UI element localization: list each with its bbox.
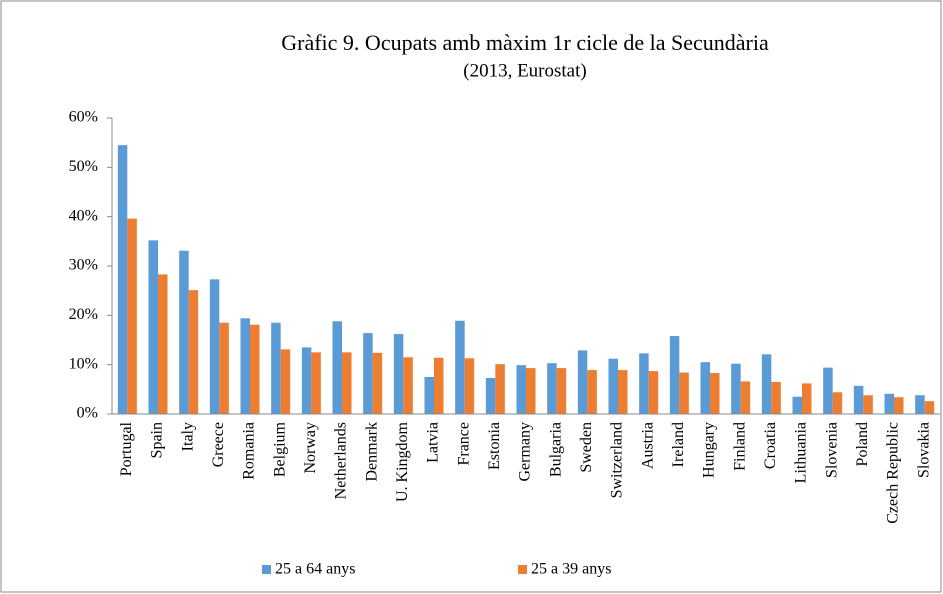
bar (639, 353, 649, 414)
bar (802, 383, 812, 414)
bar (547, 363, 557, 414)
bar (271, 322, 281, 414)
bar (587, 370, 597, 414)
x-tick-label: Belgium (271, 421, 288, 477)
y-tick-label: 40% (69, 207, 98, 224)
bar (740, 381, 751, 414)
x-tick-label: Bulgaria (547, 422, 564, 477)
bar (679, 372, 689, 414)
x-tick-label: Italy (179, 422, 196, 451)
bar (455, 320, 465, 414)
x-tick-label: Lithuania (793, 422, 810, 483)
bar (148, 240, 158, 414)
bar (332, 321, 342, 414)
x-tick-label: Slovakia (915, 422, 932, 478)
x-tick-label: Ireland (670, 422, 687, 467)
bar (832, 392, 843, 414)
bar (179, 250, 189, 414)
bar (792, 396, 802, 414)
x-tick-label: Denmark (363, 422, 380, 482)
y-tick-label: 30% (69, 257, 98, 274)
legend-swatch (262, 565, 271, 574)
bar (301, 347, 312, 414)
bar (240, 318, 250, 414)
bar (556, 368, 567, 414)
bar (924, 401, 935, 414)
bar (209, 279, 220, 414)
x-tick-label: Norway (302, 422, 319, 474)
bar (280, 349, 291, 414)
bar (915, 395, 925, 414)
bar (863, 395, 873, 414)
bar (884, 393, 894, 414)
bar (219, 322, 229, 414)
x-tick-label: Estonia (486, 422, 503, 470)
y-tick-label: 0% (77, 405, 98, 422)
bar (669, 336, 680, 414)
bar (342, 352, 352, 414)
x-tick-label: Netherlands (333, 422, 350, 499)
x-tick-label: Hungary (701, 422, 718, 478)
x-tick-label: Germany (517, 422, 534, 482)
y-tick-label: 20% (69, 306, 98, 323)
x-tick-label: Poland (854, 422, 871, 466)
bar (710, 373, 720, 414)
legend-swatch (518, 565, 527, 574)
y-tick-label: 60% (69, 109, 98, 126)
bar (516, 365, 526, 414)
bar (823, 367, 833, 414)
bar (464, 358, 475, 414)
bar (363, 333, 373, 414)
bar (731, 363, 741, 414)
y-tick-label: 10% (69, 355, 98, 372)
bar (158, 274, 168, 414)
x-tick-label: France (455, 422, 472, 466)
bar (311, 352, 321, 414)
legend-label: 25 a 64 anys (275, 561, 355, 578)
x-tick-label: Greece (210, 422, 227, 467)
x-tick-label: Sweden (578, 422, 595, 473)
x-tick-label: Switzerland (609, 422, 626, 498)
x-tick-label: Austria (639, 422, 656, 469)
x-tick-label: Spain (149, 422, 166, 458)
bar (700, 362, 710, 414)
bar (372, 352, 383, 414)
bar (434, 357, 444, 414)
bar (485, 377, 496, 414)
x-tick-label: Croatia (762, 422, 779, 469)
legend-label: 25 a 39 anys (531, 561, 611, 578)
x-tick-label: Slovenia (823, 422, 840, 478)
bar (403, 357, 413, 414)
bar (188, 290, 199, 414)
x-tick-label: Czech Republic (885, 422, 902, 524)
y-tick-label: 50% (69, 158, 98, 175)
x-tick-label: Finland (731, 422, 748, 471)
bar (250, 324, 260, 414)
bar (577, 350, 588, 414)
chart-title: Gràfic 9. Ocupats amb màxim 1r cicle de … (281, 30, 769, 55)
bar (771, 381, 781, 414)
bar (117, 145, 128, 414)
bar (127, 218, 137, 414)
bar (393, 334, 404, 414)
bar (894, 397, 904, 414)
bar (526, 368, 536, 414)
chart-subtitle: (2013, Eurostat) (463, 60, 586, 81)
bar (648, 371, 659, 414)
bar (853, 385, 864, 414)
x-tick-label: Latvia (425, 422, 442, 463)
bar (608, 358, 618, 414)
bar (761, 354, 772, 414)
x-tick-label: Portugal (118, 421, 135, 476)
bar (495, 364, 505, 414)
x-tick-label: U. Kingdom (394, 421, 411, 502)
bar (424, 377, 434, 414)
bar (618, 370, 628, 414)
x-tick-label: Romania (241, 422, 258, 480)
